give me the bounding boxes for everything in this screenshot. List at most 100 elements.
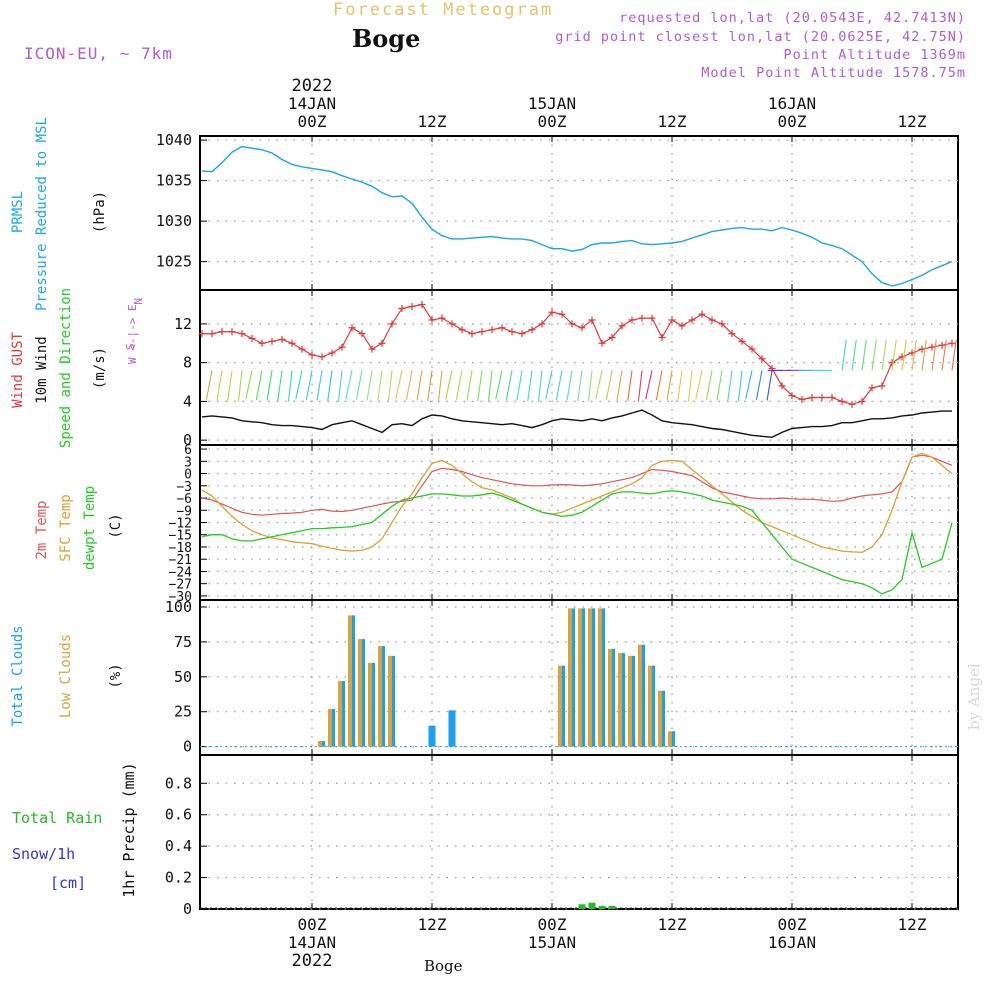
gust-marker xyxy=(408,302,416,310)
compass-west-east: W <-|-> E xyxy=(126,304,139,364)
total-cloud-bar xyxy=(632,655,635,747)
wind-arrow xyxy=(911,339,917,371)
y-tick-label: 0.8 xyxy=(165,774,192,792)
wind-arrow xyxy=(355,370,363,400)
wind-arrow xyxy=(537,370,543,402)
panel1-label: PRMSL xyxy=(10,191,26,233)
y-tick-label: 0.4 xyxy=(165,837,192,855)
gust-marker xyxy=(588,316,596,324)
y-tick-label: 25 xyxy=(174,703,192,721)
low-cloud-bar xyxy=(628,655,632,747)
wind-arrow xyxy=(666,370,673,401)
gust-marker xyxy=(608,333,616,341)
gust-marker xyxy=(718,320,726,328)
gust-marker xyxy=(628,316,636,324)
wind-arrow xyxy=(387,370,393,402)
gust-marker xyxy=(338,343,346,351)
y-tick-label: 1025 xyxy=(156,253,192,271)
gust-marker xyxy=(328,349,336,357)
y-tick-label: −6 xyxy=(176,492,192,507)
total-cloud-bar xyxy=(582,608,585,747)
total-cloud-bar xyxy=(382,646,385,747)
low-cloud-bar xyxy=(348,615,352,747)
gust-marker xyxy=(618,322,626,330)
wind-arrow xyxy=(577,370,583,402)
low-cloud-bar xyxy=(568,608,572,747)
gust-marker xyxy=(788,392,796,400)
gust-marker xyxy=(868,384,876,392)
gust-marker xyxy=(638,314,646,322)
wind-arrow xyxy=(871,339,877,371)
gust-marker xyxy=(438,314,446,322)
gust-marker xyxy=(548,308,556,316)
gust-marker xyxy=(278,335,286,343)
wind-arrow xyxy=(891,339,897,371)
wind-arrow xyxy=(716,370,723,401)
wind-arrow xyxy=(495,370,503,400)
low-cloud-bar xyxy=(638,644,642,747)
gust-marker xyxy=(778,382,786,390)
y-tick-label: 3 xyxy=(184,455,192,470)
wind-arrow xyxy=(445,370,453,400)
wind-arrow xyxy=(545,370,553,400)
gust-marker xyxy=(808,394,816,402)
pressure-line xyxy=(201,145,953,287)
wind-arrow xyxy=(366,370,373,401)
panel-frame-1 xyxy=(199,135,959,291)
wind-arrow xyxy=(266,370,273,401)
gust-marker xyxy=(358,330,366,338)
wind-speed-line xyxy=(201,409,952,439)
y-tick-label: 8 xyxy=(183,354,192,372)
wind-arrow xyxy=(766,370,773,401)
y-tick-label: 0 xyxy=(183,900,192,918)
bottom-time-label: 12Z xyxy=(658,915,687,934)
gust-marker xyxy=(368,345,376,353)
wind-arrow xyxy=(705,370,713,400)
y-tick-label: 1040 xyxy=(156,131,192,149)
y-tick-label: 100 xyxy=(165,598,192,616)
gust-marker xyxy=(698,310,706,318)
gust-marker xyxy=(558,310,566,318)
y-tick-label: 12 xyxy=(174,315,192,333)
gust-marker xyxy=(798,395,806,403)
wind-arrow xyxy=(737,370,743,402)
gust-marker xyxy=(238,330,246,338)
low-cloud-bar xyxy=(378,646,382,747)
gust-marker xyxy=(678,322,686,330)
wind-arrow xyxy=(345,370,353,400)
y-tick-label: 4 xyxy=(183,392,192,410)
total-cloud-bar xyxy=(672,731,675,747)
wind-arrow xyxy=(477,370,483,402)
wind-arrow xyxy=(745,370,753,400)
gust-marker xyxy=(208,330,216,338)
bottom-year-label: 2022 xyxy=(292,951,333,971)
total-cloud-bar xyxy=(612,648,615,747)
y-tick-label: −15 xyxy=(169,529,192,544)
y-tick-label: 0 xyxy=(183,738,192,756)
total-cloud-bar xyxy=(572,608,575,747)
gust-marker xyxy=(248,334,256,342)
top-year-label: 2022 xyxy=(292,76,333,96)
gust-marker xyxy=(648,314,656,322)
y-tick-label: −3 xyxy=(176,480,192,495)
y-tick-label: 1035 xyxy=(156,172,192,190)
wind-arrow xyxy=(327,370,333,402)
gust-marker xyxy=(948,339,956,347)
gust-marker xyxy=(738,337,746,345)
compass-south: S xyxy=(124,343,137,350)
wind-arrow xyxy=(237,370,243,402)
wind-arrow xyxy=(645,370,653,400)
bottom-date-label: 15JAN xyxy=(528,933,576,952)
gust-marker xyxy=(488,326,496,334)
bottom-date-label: 14JAN xyxy=(288,933,336,952)
panel4-sublabel: Low Clouds xyxy=(58,634,74,718)
y-tick-label: −9 xyxy=(176,504,192,519)
wind-arrow xyxy=(655,370,663,400)
gust-marker xyxy=(318,353,326,361)
wind-arrow xyxy=(516,370,523,401)
top-date-label: 15JAN xyxy=(528,94,576,113)
wind-arrow xyxy=(277,370,283,402)
top-time-label: 12Z xyxy=(898,112,927,131)
wind-arrow xyxy=(455,370,463,400)
